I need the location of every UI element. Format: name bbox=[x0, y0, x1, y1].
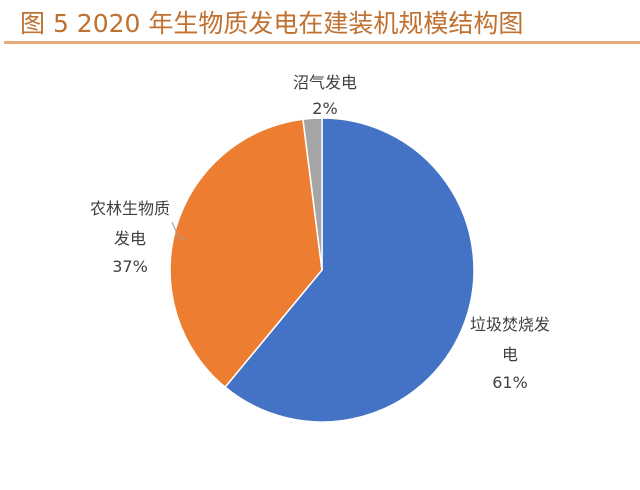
slice-label-0-1: 电 bbox=[502, 345, 518, 364]
pie-slice-1 bbox=[169, 118, 323, 389]
slice-label-2-1: 2% bbox=[312, 99, 337, 118]
slice-label-0-2: 61% bbox=[492, 373, 528, 392]
pie-slice-2 bbox=[302, 117, 323, 271]
title-divider bbox=[4, 41, 640, 44]
slice-label-0-0: 垃圾焚烧发 bbox=[470, 315, 550, 334]
chart-title: 图 5 2020 年生物质发电在建装机规模结构图 bbox=[20, 9, 524, 38]
pie-slice-0 bbox=[224, 117, 475, 423]
slice-label-2-0: 沼气发电 bbox=[293, 73, 357, 92]
slice-label-1-1: 发电 bbox=[114, 229, 146, 248]
leader-line bbox=[171, 221, 186, 241]
slice-label-1-0: 农林生物质 bbox=[90, 199, 170, 218]
slice-label-1-2: 37% bbox=[112, 257, 148, 276]
